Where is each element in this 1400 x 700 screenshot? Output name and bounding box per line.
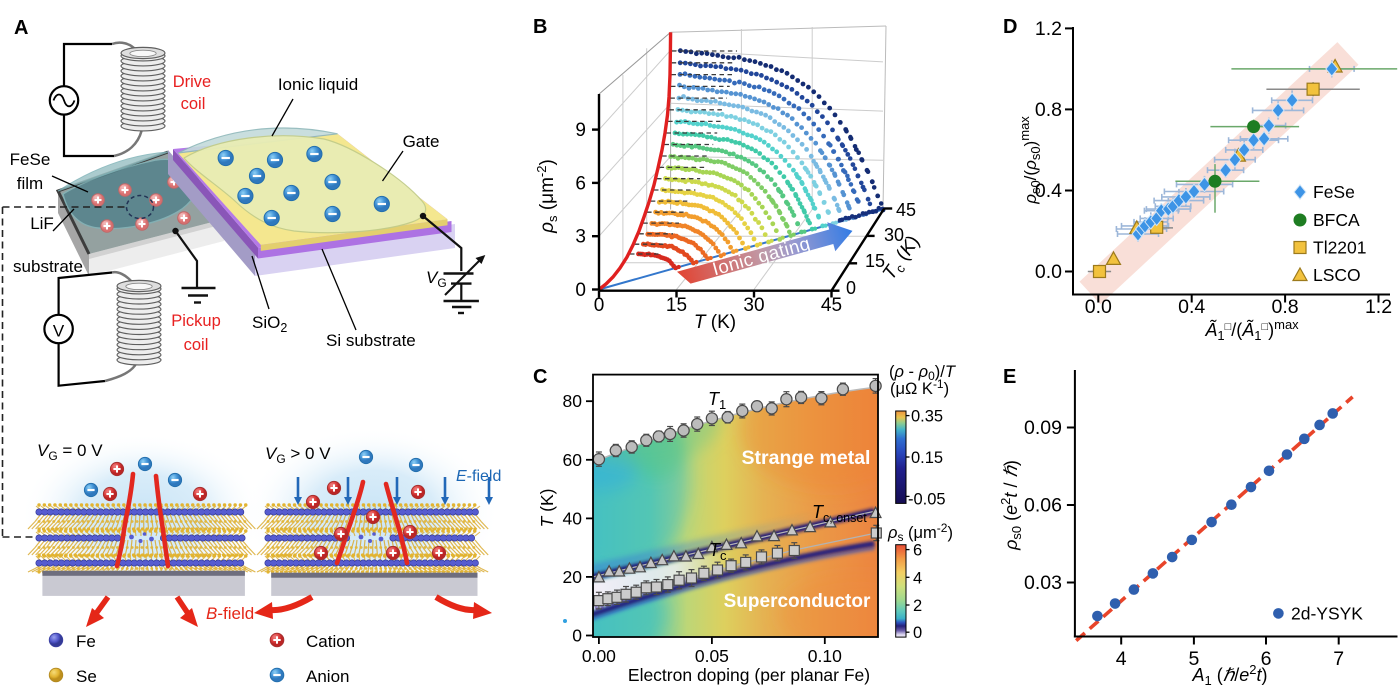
- svg-text:V: V: [53, 322, 65, 341]
- svg-text:2: 2: [913, 597, 922, 615]
- svg-text:1.2: 1.2: [1365, 296, 1392, 318]
- svg-text:0: 0: [575, 280, 586, 301]
- svg-text:2d-YSYK: 2d-YSYK: [1291, 604, 1363, 624]
- svg-text:0.15: 0.15: [911, 449, 943, 467]
- svg-text:BFCA: BFCA: [1313, 210, 1360, 230]
- svg-text:VG: VG: [426, 268, 447, 290]
- svg-text:LSCO: LSCO: [1313, 265, 1361, 285]
- svg-text:ρs0/(ρs0)max: ρs0/(ρs0)max: [1017, 116, 1043, 205]
- svg-text:LiF: LiF: [30, 214, 54, 233]
- svg-text:Cation: Cation: [306, 632, 355, 651]
- svg-text:9: 9: [575, 120, 586, 141]
- svg-text:6: 6: [913, 542, 922, 560]
- svg-text:(ρ - ρ0)/T: (ρ - ρ0)/T: [889, 363, 957, 383]
- svg-text:0: 0: [572, 626, 582, 646]
- svg-text:Drive: Drive: [173, 73, 212, 91]
- svg-text:4: 4: [913, 569, 922, 587]
- svg-text:film: film: [17, 174, 43, 193]
- svg-text:Electron doping (per planar Fe: Electron doping (per planar Fe): [628, 665, 870, 685]
- svg-text:7: 7: [1333, 648, 1344, 670]
- svg-text:1.2: 1.2: [1035, 18, 1062, 40]
- svg-text:ρs (μm-2): ρs (μm-2): [534, 159, 560, 234]
- svg-text:0.09: 0.09: [1024, 417, 1062, 439]
- svg-text:T1: T1: [708, 389, 726, 412]
- svg-text:Fe: Fe: [76, 632, 96, 651]
- svg-text:T (K): T (K): [694, 312, 736, 333]
- svg-text:0.03: 0.03: [1024, 572, 1062, 594]
- svg-text:0.8: 0.8: [1272, 296, 1299, 318]
- svg-text:FeSe: FeSe: [1313, 182, 1355, 202]
- svg-text:45: 45: [896, 200, 916, 220]
- svg-text:coil: coil: [181, 95, 206, 113]
- svg-text:15: 15: [666, 295, 687, 316]
- svg-text:Pickup: Pickup: [171, 312, 221, 330]
- svg-text:Ionic liquid: Ionic liquid: [278, 75, 358, 94]
- svg-text:B: B: [533, 16, 547, 38]
- svg-text:Si substrate: Si substrate: [326, 331, 416, 350]
- svg-text:0.05: 0.05: [695, 646, 729, 666]
- svg-text:B-field: B-field: [206, 604, 254, 623]
- svg-text:Strange metal: Strange metal: [742, 447, 871, 469]
- svg-text:SiO2: SiO2: [252, 313, 287, 335]
- svg-text:0.0: 0.0: [1035, 261, 1062, 283]
- svg-text:0: 0: [846, 278, 856, 298]
- svg-text:0.0: 0.0: [1085, 296, 1112, 318]
- svg-text:0: 0: [594, 295, 605, 316]
- svg-text:0.35: 0.35: [911, 408, 943, 426]
- svg-text:0.4: 0.4: [1178, 296, 1205, 318]
- svg-text:40: 40: [563, 508, 583, 528]
- svg-text:Tc, onset: Tc, onset: [812, 502, 867, 525]
- svg-text:6: 6: [575, 173, 586, 194]
- svg-text:80: 80: [563, 391, 583, 411]
- svg-text:Anion: Anion: [306, 667, 349, 686]
- svg-text:VG = 0 V: VG = 0 V: [37, 441, 103, 463]
- svg-text:E-field: E-field: [456, 468, 501, 485]
- svg-text:T (K): T (K): [537, 489, 557, 528]
- svg-text:Superconductor: Superconductor: [724, 591, 871, 612]
- svg-text:0.06: 0.06: [1024, 495, 1062, 517]
- svg-text:E: E: [1003, 366, 1016, 388]
- svg-text:6: 6: [1261, 648, 1272, 670]
- svg-text:4: 4: [1116, 648, 1127, 670]
- svg-text:0.00: 0.00: [582, 646, 616, 666]
- svg-text:0.8: 0.8: [1035, 99, 1062, 121]
- svg-text:20: 20: [563, 567, 583, 587]
- svg-text:60: 60: [563, 450, 583, 470]
- svg-text:Se: Se: [76, 667, 97, 686]
- svg-text:Tc: Tc: [709, 540, 727, 563]
- svg-text:15: 15: [865, 251, 885, 271]
- svg-text:Ã1□/(Ã1□)max: Ã1□/(Ã1□)max: [1204, 317, 1299, 343]
- svg-text:0.4: 0.4: [1035, 180, 1062, 202]
- svg-text:0: 0: [913, 624, 922, 642]
- svg-text:VG > 0 V: VG > 0 V: [265, 444, 331, 466]
- svg-text:Tl2201: Tl2201: [1313, 238, 1367, 258]
- svg-text:D: D: [1003, 16, 1017, 38]
- svg-text:30: 30: [743, 295, 764, 316]
- svg-text:substrate: substrate: [13, 257, 83, 276]
- svg-text:A1 (ℏ/e2t): A1 (ℏ/e2t): [1192, 662, 1268, 688]
- svg-text:-0.05: -0.05: [908, 490, 946, 508]
- svg-text:A: A: [14, 17, 28, 39]
- svg-text:5: 5: [1188, 648, 1199, 670]
- svg-text:30: 30: [884, 225, 904, 245]
- svg-text:45: 45: [821, 295, 842, 316]
- svg-text:FeSe: FeSe: [10, 150, 51, 169]
- svg-text:3: 3: [575, 227, 586, 248]
- svg-text:0.10: 0.10: [808, 646, 842, 666]
- svg-text:ρs (μm-2): ρs (μm-2): [887, 521, 953, 544]
- svg-text:Gate: Gate: [403, 132, 440, 151]
- svg-text:coil: coil: [184, 336, 209, 354]
- svg-text:C: C: [533, 366, 547, 388]
